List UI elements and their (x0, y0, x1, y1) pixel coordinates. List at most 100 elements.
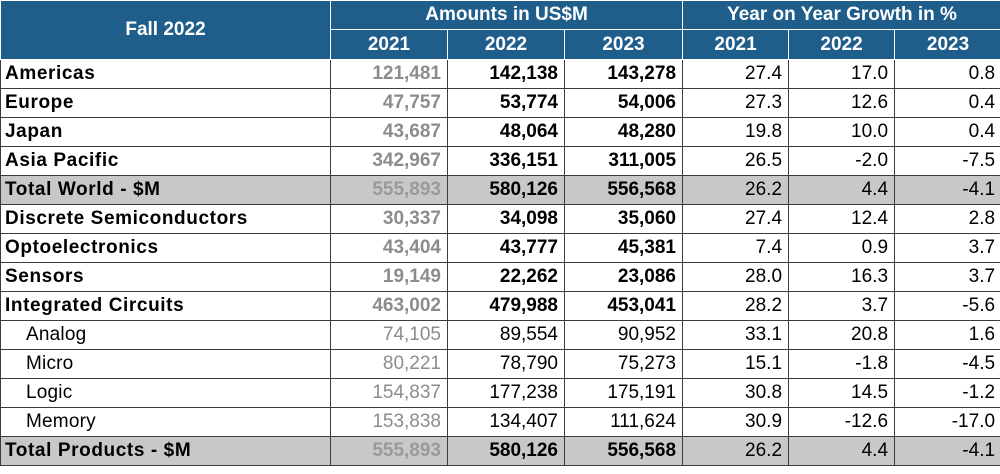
amount-2021-cell: 154,837 (330, 378, 448, 408)
growth-2023-cell: -5.6 (894, 291, 1000, 321)
amount-2021-cell: 43,687 (330, 117, 448, 147)
growth-2022-cell: 10.0 (788, 117, 896, 147)
row-label: Europe (0, 88, 331, 118)
amount-2021-cell: 555,893 (330, 175, 448, 205)
table-row: Total World - $M 555,893 580,126 556,568 26.… (0, 175, 1000, 205)
growth-2023-cell: 0.4 (894, 88, 1000, 118)
amount-2021-cell: 80,221 (330, 349, 448, 379)
amount-2022-cell: 89,554 (447, 320, 565, 350)
table-row: Total Products - $M 555,893 580,126 556,568… (0, 436, 1000, 466)
amount-2021-cell: 555,893 (330, 436, 448, 466)
growth-2023-cell: 0.4 (894, 117, 1000, 147)
growth-2021-cell: 27.4 (682, 59, 790, 89)
amount-2021-cell: 30,337 (330, 204, 448, 234)
growth-2023-cell: -4.1 (894, 436, 1000, 466)
growth-2023-cell: -17.0 (894, 407, 1000, 437)
amount-2021-cell: 19,149 (330, 262, 448, 292)
growth-2023-cell: 0.8 (894, 59, 1000, 89)
amount-2023-cell: 54,006 (563, 88, 684, 118)
amount-2021-cell: 342,967 (330, 146, 448, 176)
growth-2021-cell: 26.5 (682, 146, 790, 176)
growth-header: Year on Year Growth in % (682, 0, 1000, 30)
growth-2021-cell: 28.0 (682, 262, 790, 292)
amount-2023-cell: 90,952 (563, 320, 684, 350)
row-label: Japan (0, 117, 331, 147)
table-row: Analog 74,105 89,554 90,952 33.1 20.8 1.6 (0, 320, 1000, 350)
row-label: Americas (0, 59, 331, 89)
table-row: Asia Pacific 342,967 336,151 311,005 26.5 -2.… (0, 146, 1000, 176)
growth-2021-cell: 33.1 (682, 320, 790, 350)
table-body: Americas 121,481 142,138 143,278 27.4 17.0 0.8… (0, 59, 1000, 466)
growth-2021-cell: 26.2 (682, 436, 790, 466)
growth-2021-cell: 19.8 (682, 117, 790, 147)
amount-2023-cell: 23,086 (563, 262, 684, 292)
amount-2023-cell: 143,278 (563, 59, 684, 89)
growth-2023-cell: -4.5 (894, 349, 1000, 379)
table-row: Memory 153,838 134,407 111,624 30.9 -12.6 -17.… (0, 407, 1000, 437)
row-label: Integrated Circuits (0, 291, 331, 321)
year-header: 2022 (788, 29, 896, 60)
row-label: Total Products - $M (0, 436, 331, 466)
amount-2022-cell: 580,126 (447, 175, 565, 205)
table-row: Micro 80,221 78,790 75,273 15.1 -1.8 -4.5 (0, 349, 1000, 379)
growth-2023-cell: -7.5 (894, 146, 1000, 176)
amount-2022-cell: 580,126 (447, 436, 565, 466)
amount-2022-cell: 34,098 (447, 204, 565, 234)
amount-2023-cell: 48,280 (563, 117, 684, 147)
amount-2021-cell: 74,105 (330, 320, 448, 350)
year-header: 2023 (563, 29, 684, 60)
growth-2021-cell: 27.3 (682, 88, 790, 118)
table-row: Sensors 19,149 22,262 23,086 28.0 16.3 3.7 (0, 262, 1000, 292)
row-label: Memory (0, 407, 331, 437)
amount-2022-cell: 78,790 (447, 349, 565, 379)
amount-2022-cell: 22,262 (447, 262, 565, 292)
growth-2022-cell: -2.0 (788, 146, 896, 176)
amount-2022-cell: 336,151 (447, 146, 565, 176)
row-label: Discrete Semiconductors (0, 204, 331, 234)
table-header: Fall 2022 Amounts in US$M Year on Year G… (0, 0, 1000, 60)
amount-2022-cell: 134,407 (447, 407, 565, 437)
amount-2023-cell: 75,273 (563, 349, 684, 379)
year-header: 2021 (682, 29, 790, 60)
growth-2021-cell: 15.1 (682, 349, 790, 379)
amount-2023-cell: 556,568 (563, 175, 684, 205)
growth-2023-cell: 3.7 (894, 233, 1000, 263)
growth-2023-cell: -1.2 (894, 378, 1000, 408)
table-row: Europe 47,757 53,774 54,006 27.3 12.6 0.4 (0, 88, 1000, 118)
growth-2022-cell: -1.8 (788, 349, 896, 379)
row-label: Total World - $M (0, 175, 331, 205)
growth-2021-cell: 30.8 (682, 378, 790, 408)
year-header: 2022 (447, 29, 565, 60)
amount-2023-cell: 556,568 (563, 436, 684, 466)
amount-2021-cell: 463,002 (330, 291, 448, 321)
table-row: Discrete Semiconductors 30,337 34,098 35,06… (0, 204, 1000, 234)
amount-2023-cell: 453,041 (563, 291, 684, 321)
amount-2023-cell: 45,381 (563, 233, 684, 263)
table-row: Logic 154,837 177,238 175,191 30.8 14.5 -1.2 (0, 378, 1000, 408)
amount-2022-cell: 53,774 (447, 88, 565, 118)
amount-2022-cell: 479,988 (447, 291, 565, 321)
growth-2022-cell: 4.4 (788, 175, 896, 205)
amount-2023-cell: 311,005 (563, 146, 684, 176)
row-label: Sensors (0, 262, 331, 292)
amount-2022-cell: 48,064 (447, 117, 565, 147)
growth-2022-cell: 12.4 (788, 204, 896, 234)
growth-2022-cell: 16.3 (788, 262, 896, 292)
growth-2023-cell: 1.6 (894, 320, 1000, 350)
growth-2022-cell: 0.9 (788, 233, 896, 263)
year-header: 2021 (330, 29, 448, 60)
growth-2023-cell: 3.7 (894, 262, 1000, 292)
growth-2022-cell: 3.7 (788, 291, 896, 321)
amount-2021-cell: 47,757 (330, 88, 448, 118)
corner-title: Fall 2022 (0, 0, 331, 60)
row-label: Analog (0, 320, 331, 350)
table-row: Optoelectronics 43,404 43,777 45,381 7.4 0.9 3… (0, 233, 1000, 263)
amount-2023-cell: 111,624 (563, 407, 684, 437)
table-row: Japan 43,687 48,064 48,280 19.8 10.0 0.4 (0, 117, 1000, 147)
amounts-header: Amounts in US$M (329, 0, 684, 30)
table-row: Integrated Circuits 463,002 479,988 453,041… (0, 291, 1000, 321)
growth-2021-cell: 30.9 (682, 407, 790, 437)
row-label: Asia Pacific (0, 146, 331, 176)
growth-2022-cell: 14.5 (788, 378, 896, 408)
